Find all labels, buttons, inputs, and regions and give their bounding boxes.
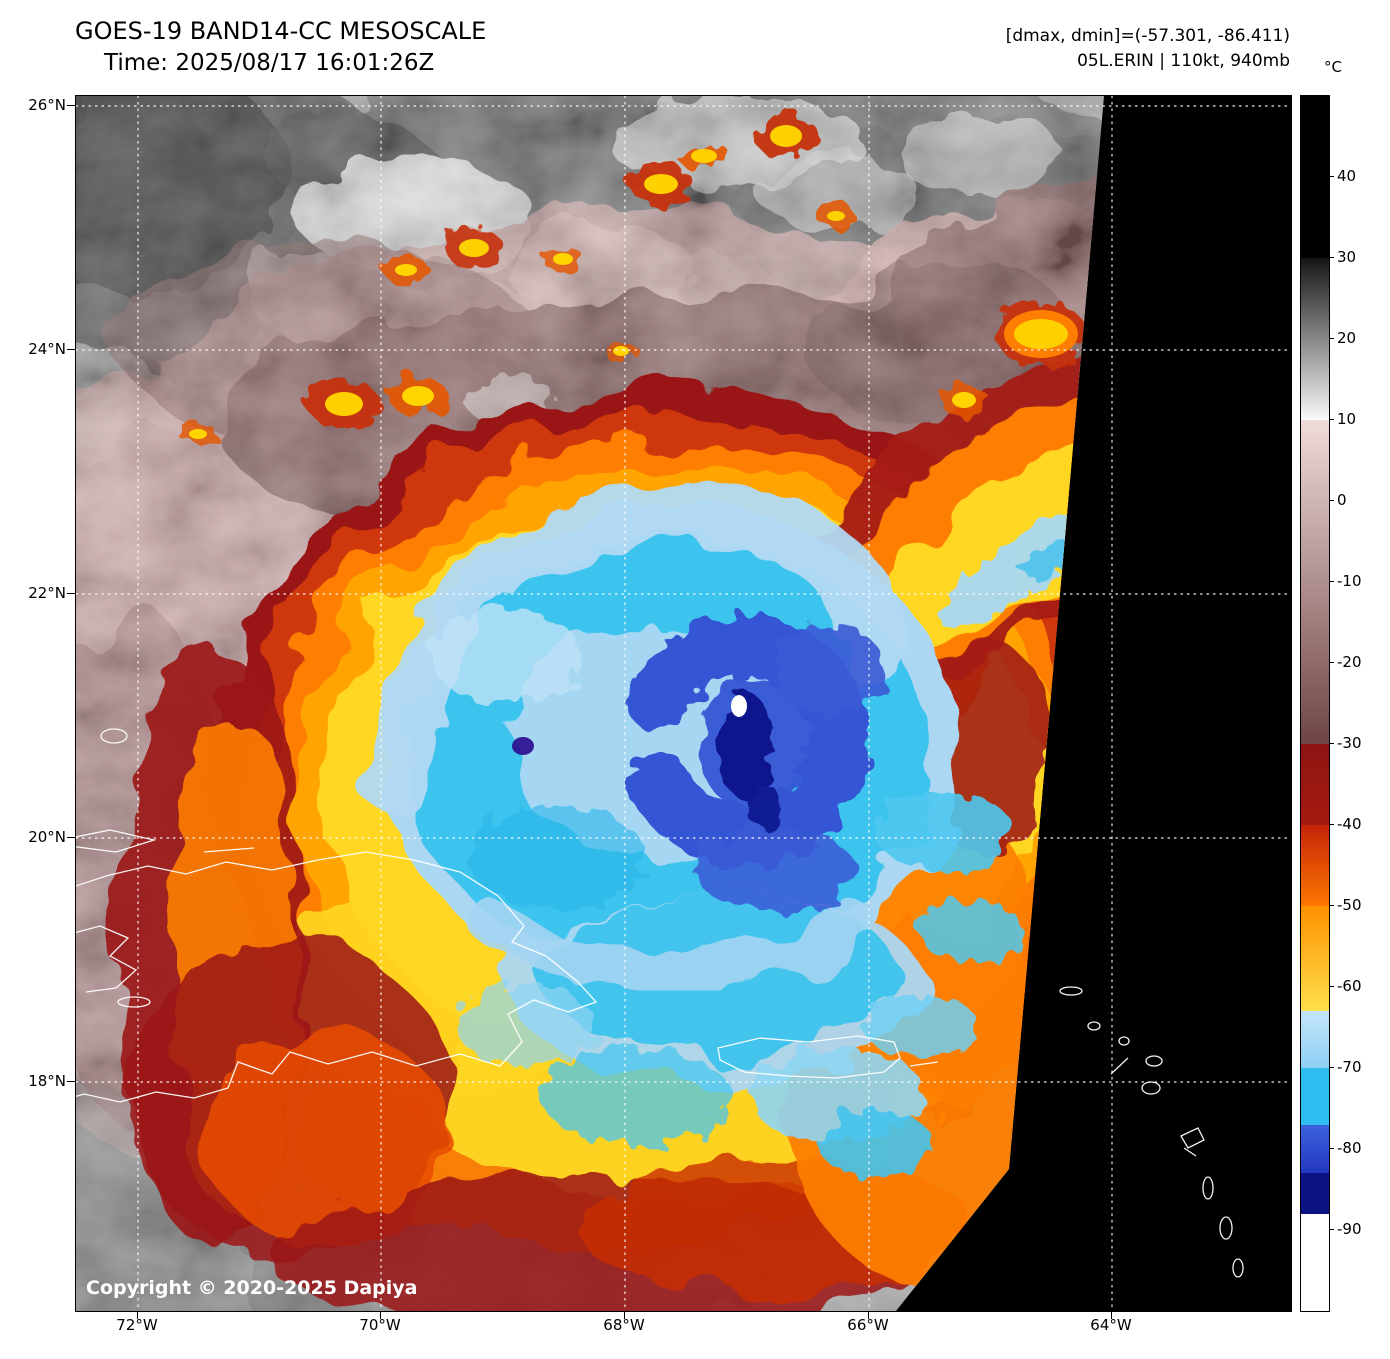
colorbar-tick [1329,580,1334,582]
colorbar-tick-label: -50 [1337,896,1362,914]
dmax-dmin-readout: [dmax, dmin]=(-57.301, -86.411) [1005,26,1290,46]
header-right: [dmax, dmin]=(-57.301, -86.411) 05L.ERIN… [1006,24,1290,74]
colorbar-tick-label: 20 [1337,329,1357,347]
colorbar-tick [1329,985,1334,987]
colorbar-tick [1329,661,1334,663]
colorbar-segment [1301,825,1329,907]
colorbar-tick-label: -10 [1337,572,1362,590]
page-title: GOES-19 BAND14-CC MESOSCALE [75,17,487,45]
colorbar-segment [1301,1173,1329,1215]
colorbar-tick [1329,742,1334,744]
colorbar-tick [1329,904,1334,906]
colorbar-gradient [1301,96,1329,1311]
colorbar-segment [1301,1011,1329,1069]
coastlines [76,728,1244,1278]
lat-tick [67,1080,75,1082]
colorbar-tick [1329,337,1334,339]
lon-tick [136,1311,138,1319]
lat-label: 24°N [28,340,66,358]
timestamp: Time: 2025/08/17 16:01:26Z [104,50,435,76]
colorbar-tick-label: -90 [1337,1220,1362,1238]
colorbar-tick-label: -60 [1337,977,1362,995]
lat-label: 20°N [28,828,66,846]
colorbar-segment [1301,1124,1329,1174]
colorbar-segment [1301,420,1329,745]
lat-label: 18°N [28,1072,66,1090]
lon-label: 70°W [359,1316,401,1334]
lat-tick [67,836,75,838]
colorbar-tick-label: -40 [1337,815,1362,833]
colorbar-tick [1329,823,1334,825]
colorbar-tick-label: -70 [1337,1058,1362,1076]
lat-tick [67,592,75,594]
colorbar-segment [1301,258,1329,421]
lat-label: 22°N [28,584,66,602]
lon-tick [379,1311,381,1319]
colorbar-tick-label: -20 [1337,653,1362,671]
colorbar-tick [1329,499,1334,501]
lat-tick [67,348,75,350]
lat-tick [67,104,75,106]
colorbar-unit: °C [1324,58,1342,76]
lon-tick [867,1311,869,1319]
lon-label: 68°W [603,1316,645,1334]
colorbar-tick [1329,418,1334,420]
colorbar-tick [1329,175,1334,177]
copyright: Copyright © 2020-2025 Dapiya [86,1277,418,1299]
satellite-image [76,96,1291,1311]
colorbar-tick-label: 40 [1337,167,1357,185]
colorbar-tick-label: -30 [1337,734,1362,752]
gridlines [76,96,1291,1311]
colorbar-tick [1329,1147,1334,1149]
colorbar-tick [1329,1066,1334,1068]
colorbar-segment [1301,906,1329,1012]
colorbar [1300,95,1330,1312]
lon-tick [623,1311,625,1319]
colorbar-tick-label: 0 [1337,491,1347,509]
colorbar-tick [1329,256,1334,258]
colorbar-segment [1301,1068,1329,1126]
lon-tick [1110,1311,1112,1319]
colorbar-tick-label: 10 [1337,410,1357,428]
colorbar-segment [1301,744,1329,826]
lon-label: 64°W [1090,1316,1132,1334]
colorbar-tick [1329,1228,1334,1230]
lat-label: 26°N [28,96,66,114]
colorbar-tick-label: -80 [1337,1139,1362,1157]
colorbar-segment [1301,96,1329,259]
colorbar-segment [1301,1213,1329,1311]
map-plot: Copyright © 2020-2025 Dapiya [75,95,1292,1312]
lon-label: 72°W [116,1316,158,1334]
lon-label: 66°W [847,1316,889,1334]
colorbar-tick-label: 30 [1337,248,1357,266]
storm-info: 05L.ERIN | 110kt, 940mb [1077,51,1290,71]
